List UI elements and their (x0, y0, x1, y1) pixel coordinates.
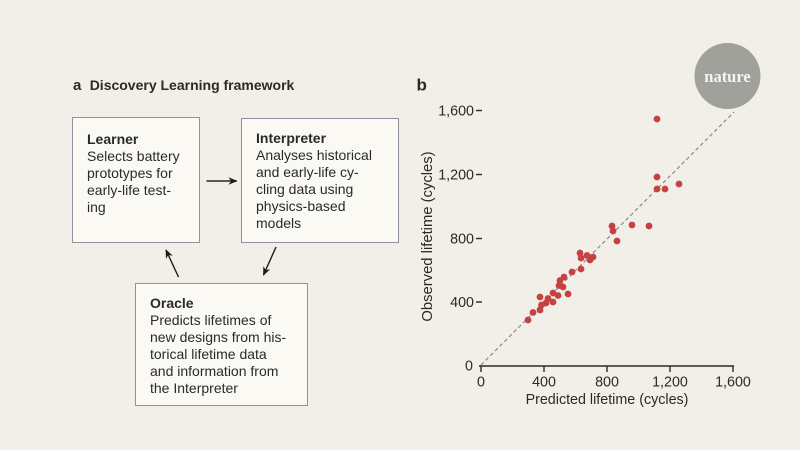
svg-text:b: b (417, 76, 427, 95)
svg-text:1,200: 1,200 (652, 375, 688, 391)
svg-text:400: 400 (450, 295, 474, 311)
svg-text:0: 0 (477, 375, 485, 391)
svg-text:nature: nature (704, 67, 750, 86)
svg-text:1,600: 1,600 (715, 375, 751, 391)
svg-text:Predicted lifetime (cycles): Predicted lifetime (cycles) (526, 392, 689, 408)
svg-text:0: 0 (465, 359, 473, 375)
svg-text:Observed lifetime (cycles): Observed lifetime (cycles) (420, 151, 436, 321)
svg-text:800: 800 (450, 232, 474, 248)
svg-text:1,200: 1,200 (438, 168, 474, 184)
svg-text:400: 400 (532, 375, 556, 391)
svg-text:1,600: 1,600 (438, 104, 474, 120)
svg-text:800: 800 (595, 375, 619, 391)
